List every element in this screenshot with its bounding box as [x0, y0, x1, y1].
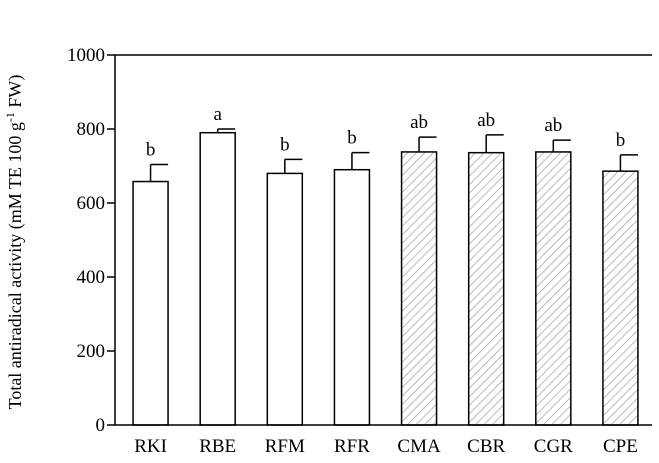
y-axis-ticks: 0 200 400 600 800 1000	[67, 45, 115, 436]
category-label-cma: CMA	[397, 436, 441, 457]
significance-label-rfm: b	[280, 134, 290, 155]
category-label-cgr: CGR	[534, 436, 573, 457]
category-label-rfr: RFR	[334, 436, 370, 457]
significance-label-rbe: a	[213, 104, 222, 125]
y-tick-label: 1000	[67, 45, 105, 66]
bar-rbe	[199, 131, 236, 426]
category-label-rbe: RBE	[199, 436, 236, 457]
y-axis-label-main: Total antiradical activity (mM TE 100 g	[5, 122, 26, 409]
bar-cpe	[602, 170, 639, 426]
y-tick-label: 600	[77, 193, 106, 214]
category-label-rki: RKI	[134, 436, 167, 457]
y-tick-label: 200	[77, 341, 106, 362]
y-axis-label-superscript: -1	[3, 112, 17, 122]
category-labels: RKI RBE RFM RFR CMA CBR CGR CPE	[134, 436, 638, 457]
significance-label-cbr: ab	[477, 110, 495, 131]
y-tick-label: 0	[96, 415, 106, 436]
bar-cma	[400, 151, 438, 426]
significance-label-rfr: b	[347, 128, 357, 149]
bars: bab bab ab abb	[132, 104, 639, 426]
bar-cbr	[467, 151, 505, 426]
category-label-rfm: RFM	[265, 436, 305, 457]
category-label-cpe: CPE	[603, 436, 638, 457]
y-tick-label: 400	[77, 267, 106, 288]
bar-cgr	[535, 151, 572, 426]
bar-rki	[132, 180, 169, 426]
category-label-cbr: CBR	[467, 436, 505, 457]
y-axis-label-suffix: FW)	[5, 75, 26, 113]
y-axis-label: Total antiradical activity (mM TE 100 g-…	[3, 75, 26, 410]
y-tick-label: 800	[77, 119, 106, 140]
significance-label-cma: ab	[410, 112, 428, 133]
significance-label-cgr: ab	[544, 115, 562, 136]
significance-label-rki: b	[146, 140, 156, 161]
bar-rfr	[333, 168, 371, 426]
significance-label-cpe: b	[616, 130, 626, 151]
bar-rfm	[266, 172, 304, 426]
